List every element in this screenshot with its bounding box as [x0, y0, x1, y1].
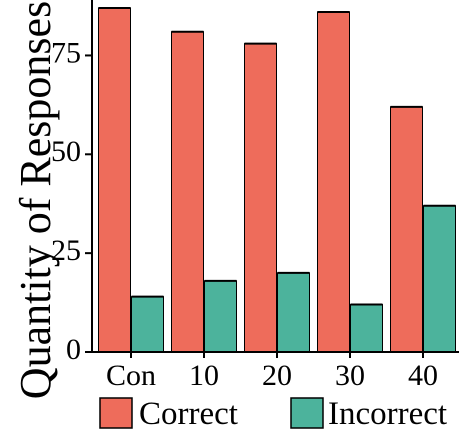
bar-correct-40	[390, 106, 423, 353]
legend-key-incorrect	[290, 397, 324, 429]
bar-correct-30	[317, 11, 350, 353]
y-tick-label: 0	[66, 333, 81, 366]
x-tick-label: 30	[335, 359, 365, 392]
x-tick-label: 40	[408, 359, 438, 392]
x-tick-label: 10	[189, 359, 219, 392]
bar-incorrect-con	[131, 296, 164, 353]
y-tick-label: 50	[51, 135, 81, 168]
y-tick-label: 75	[51, 36, 81, 69]
bar-correct-10	[171, 31, 204, 353]
x-tick-label: Con	[106, 359, 156, 392]
bar-incorrect-20	[277, 272, 310, 353]
bar-correct-20	[244, 43, 277, 353]
x-tick-label: 20	[262, 359, 292, 392]
y-axis-title: Quantity of Responses	[11, 1, 60, 399]
bar-correct-con	[98, 7, 131, 353]
bar-incorrect-10	[204, 280, 237, 353]
legend-label-correct: Correct	[139, 396, 238, 431]
legend: Correct Incorrect	[99, 396, 447, 431]
legend-label-incorrect: Incorrect	[328, 396, 447, 431]
legend-key-correct	[99, 397, 133, 429]
x-ticks-layer: Con 10 20 30 40	[106, 352, 438, 392]
bars-layer	[98, 7, 456, 353]
bar-incorrect-30	[350, 304, 383, 353]
y-tick-label: 25	[51, 234, 81, 267]
y-ticks-layer: 0 25 50 75	[51, 36, 92, 366]
bar-incorrect-40	[423, 205, 456, 353]
